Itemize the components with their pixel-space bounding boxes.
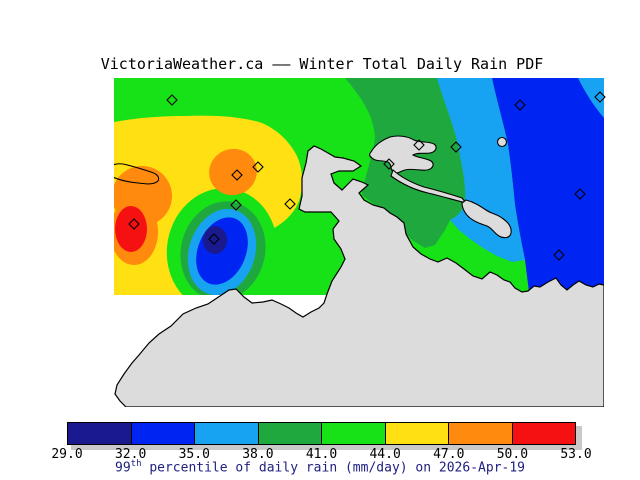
field-navy-core	[203, 226, 227, 254]
field-red-core	[115, 206, 147, 252]
rain-contour-field	[114, 78, 604, 295]
colorbar-tick-labels: 29.0 32.0 35.0 38.0 41.0 44.0 47.0 50.0 53.0	[51, 447, 591, 462]
field-orange-central	[209, 148, 257, 196]
colorbar-tick: 38.0	[242, 447, 274, 462]
colorbar-cell	[131, 423, 195, 444]
colorbar-cell	[258, 423, 322, 444]
caption-rest: percentile of daily rain (mm/day) on 202…	[141, 460, 526, 476]
field-lightblue-band	[437, 78, 525, 262]
colorbar-tick: 41.0	[305, 447, 338, 462]
station-diamond	[166, 94, 178, 106]
station-markers	[128, 91, 606, 261]
colorbar-tick: 44.0	[369, 447, 401, 462]
station-diamond	[450, 141, 462, 153]
colorbar	[67, 422, 576, 445]
station-diamond	[383, 158, 395, 170]
colorbar-tick: 35.0	[178, 447, 210, 462]
station-diamond	[553, 249, 565, 261]
colorbar-cell	[385, 423, 449, 444]
land-layer	[114, 135, 604, 407]
station-diamond	[574, 188, 586, 200]
station-diamond	[128, 218, 140, 230]
station-diamond	[208, 233, 220, 245]
caption-superscript: th	[130, 459, 142, 469]
colorbar-tick: 50.0	[496, 447, 529, 462]
station-diamond	[413, 139, 425, 151]
islet-circle	[496, 136, 508, 148]
colorbar-tick: 29.0	[51, 447, 83, 462]
colorbar-tick: 53.0	[560, 447, 592, 462]
island-sidney-group	[369, 135, 437, 174]
station-diamond	[284, 198, 296, 210]
colorbar-cell	[68, 423, 132, 444]
colorbar-tick: 47.0	[433, 447, 465, 462]
field-blue-east	[492, 78, 604, 295]
map-title: VictoriaWeather.ca —— Winter Total Daily…	[100, 55, 544, 73]
island-chain-east	[461, 199, 512, 239]
land-olympic-peninsula	[114, 145, 604, 407]
station-diamond	[230, 199, 242, 211]
station-diamond	[514, 99, 526, 111]
station-diamond	[594, 91, 606, 103]
station-diamond	[252, 161, 264, 173]
colorbar-cell	[195, 423, 259, 444]
caption-prefix: 99	[114, 460, 131, 476]
colorbar-cell	[449, 423, 513, 444]
colorbar-cell	[512, 423, 575, 444]
colorbar-caption: 99th percentile of daily rain (mm/day) o…	[115, 459, 525, 475]
colorbar-cell	[322, 423, 386, 444]
station-diamond	[231, 169, 243, 181]
field-lightblue-corner	[578, 78, 604, 118]
colorbar-tick: 32.0	[114, 447, 147, 462]
island-outline-west	[114, 163, 160, 185]
